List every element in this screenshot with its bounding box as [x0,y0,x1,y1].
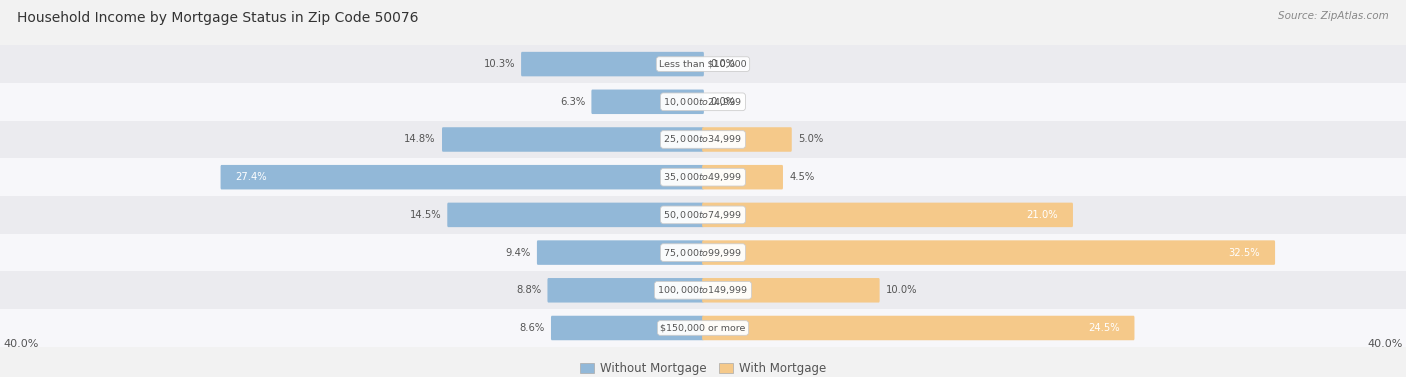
FancyBboxPatch shape [537,241,704,265]
FancyBboxPatch shape [0,158,1406,196]
FancyBboxPatch shape [522,52,704,77]
FancyBboxPatch shape [702,127,792,152]
Text: 10.3%: 10.3% [484,59,515,69]
Text: 4.5%: 4.5% [789,172,814,182]
FancyBboxPatch shape [592,90,704,114]
Text: $50,000 to $74,999: $50,000 to $74,999 [664,209,742,221]
Text: 14.5%: 14.5% [409,210,441,220]
FancyBboxPatch shape [0,45,1406,83]
FancyBboxPatch shape [547,278,704,302]
Text: 6.3%: 6.3% [560,97,585,107]
Text: Household Income by Mortgage Status in Zip Code 50076: Household Income by Mortgage Status in Z… [17,11,419,25]
FancyBboxPatch shape [702,316,1135,340]
Text: 0.0%: 0.0% [710,59,735,69]
Text: 40.0%: 40.0% [1367,339,1402,349]
Text: 8.6%: 8.6% [520,323,546,333]
Legend: Without Mortgage, With Mortgage: Without Mortgage, With Mortgage [575,358,831,377]
Text: $75,000 to $99,999: $75,000 to $99,999 [664,247,742,259]
Text: 5.0%: 5.0% [799,135,823,144]
FancyBboxPatch shape [0,121,1406,158]
Text: 9.4%: 9.4% [506,248,531,257]
FancyBboxPatch shape [702,241,1275,265]
Text: Less than $10,000: Less than $10,000 [659,60,747,69]
FancyBboxPatch shape [702,203,1073,227]
FancyBboxPatch shape [702,278,880,302]
FancyBboxPatch shape [551,316,704,340]
Text: 14.8%: 14.8% [405,135,436,144]
Text: 24.5%: 24.5% [1088,323,1119,333]
Text: $10,000 to $24,999: $10,000 to $24,999 [664,96,742,108]
FancyBboxPatch shape [447,203,704,227]
Text: 27.4%: 27.4% [236,172,267,182]
Text: $150,000 or more: $150,000 or more [661,323,745,333]
Text: $25,000 to $34,999: $25,000 to $34,999 [664,133,742,146]
Text: 32.5%: 32.5% [1229,248,1260,257]
Text: $100,000 to $149,999: $100,000 to $149,999 [658,284,748,296]
FancyBboxPatch shape [221,165,704,190]
Text: 8.8%: 8.8% [516,285,541,295]
FancyBboxPatch shape [0,309,1406,347]
Text: 21.0%: 21.0% [1026,210,1057,220]
FancyBboxPatch shape [0,271,1406,309]
FancyBboxPatch shape [0,234,1406,271]
Text: $35,000 to $49,999: $35,000 to $49,999 [664,171,742,183]
Text: 0.0%: 0.0% [710,97,735,107]
FancyBboxPatch shape [0,196,1406,234]
Text: 40.0%: 40.0% [4,339,39,349]
Text: Source: ZipAtlas.com: Source: ZipAtlas.com [1278,11,1389,21]
Text: 10.0%: 10.0% [886,285,917,295]
FancyBboxPatch shape [441,127,704,152]
FancyBboxPatch shape [0,83,1406,121]
FancyBboxPatch shape [702,165,783,190]
